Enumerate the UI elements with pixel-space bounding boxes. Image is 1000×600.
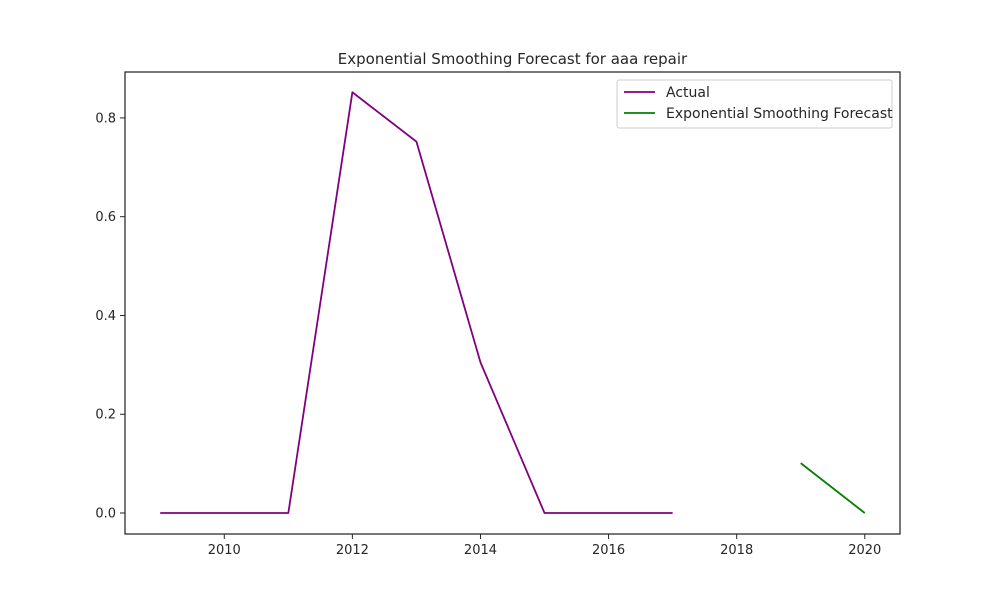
x-tick-label: 2010 — [208, 543, 241, 558]
x-tick-label: 2018 — [720, 543, 753, 558]
x-tick-label: 2012 — [336, 543, 369, 558]
y-tick-label: 0.4 — [95, 309, 116, 324]
series-line-2 — [800, 462, 866, 514]
y-tick-label: 0.6 — [95, 210, 116, 225]
plot-frame — [124, 71, 901, 535]
y-tick-label: 0.8 — [95, 111, 116, 126]
series-line-1 — [160, 91, 673, 514]
x-tick-label: 2020 — [848, 543, 881, 558]
x-axis: 2010 2012 2014 2016 2018 2020 — [208, 534, 881, 558]
x-tick-label: 2016 — [592, 543, 625, 558]
y-tick-label: 0.0 — [95, 507, 116, 522]
series-layer — [160, 91, 866, 514]
plot-area — [125, 72, 900, 534]
chart-title: Exponential Smoothing Forecast for aaa r… — [338, 50, 688, 68]
y-tick-label: 0.2 — [95, 408, 116, 423]
legend-label-2: Exponential Smoothing Forecast — [666, 106, 893, 122]
legend-box — [616, 79, 893, 129]
y-axis: 0.0 0.2 0.4 0.6 0.8 — [95, 111, 125, 522]
x-tick-label: 2014 — [464, 543, 497, 558]
legend-label-1: Actual — [666, 85, 710, 101]
legend: Actual Exponential Smoothing Forecast — [616, 79, 893, 129]
